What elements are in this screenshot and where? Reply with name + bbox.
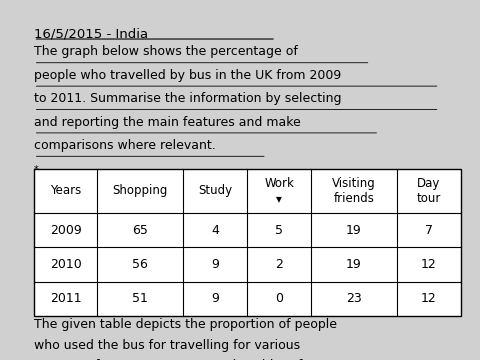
Text: to 2011. Summarise the information by selecting: to 2011. Summarise the information by se…: [34, 92, 341, 105]
Text: Years: Years: [50, 184, 81, 197]
Text: 12: 12: [421, 292, 437, 305]
Text: comparisons where relevant.: comparisons where relevant.: [34, 139, 216, 152]
Text: 12: 12: [421, 258, 437, 271]
Text: 7: 7: [425, 224, 433, 237]
Text: 2010: 2010: [49, 258, 82, 271]
Text: 19: 19: [346, 224, 362, 237]
Text: 9: 9: [211, 292, 219, 305]
Bar: [34, 169, 461, 316]
Text: purposes from 2009 to 2001. It is evident from: purposes from 2009 to 2001. It is eviden…: [34, 359, 326, 360]
Text: 65: 65: [132, 224, 148, 237]
Text: people who travelled by bus in the UK from 2009: people who travelled by bus in the UK fr…: [34, 69, 341, 82]
Text: The graph below shows the percentage of: The graph below shows the percentage of: [34, 45, 298, 58]
Text: Visiting
friends: Visiting friends: [332, 177, 376, 205]
Text: 19: 19: [346, 258, 362, 271]
Text: 56: 56: [132, 258, 148, 271]
Text: Day
tour: Day tour: [417, 177, 441, 205]
Text: and reporting the main features and make: and reporting the main features and make: [34, 116, 300, 129]
Text: who used the bus for travelling for various: who used the bus for travelling for vari…: [34, 339, 300, 352]
Text: 2011: 2011: [50, 292, 81, 305]
Text: The given table depicts the proportion of people: The given table depicts the proportion o…: [34, 318, 336, 332]
Text: 2009: 2009: [49, 224, 82, 237]
Text: 16/5/2015 - India: 16/5/2015 - India: [34, 28, 148, 41]
Text: 9: 9: [211, 258, 219, 271]
Text: Work
▾: Work ▾: [264, 177, 294, 205]
Text: 5: 5: [275, 224, 283, 237]
Text: 2: 2: [275, 258, 283, 271]
Text: *: *: [34, 165, 38, 175]
Text: 4: 4: [211, 224, 219, 237]
Text: 0: 0: [275, 292, 283, 305]
Text: Study: Study: [198, 184, 232, 197]
Text: Shopping: Shopping: [113, 184, 168, 197]
Text: 51: 51: [132, 292, 148, 305]
Text: 23: 23: [346, 292, 362, 305]
